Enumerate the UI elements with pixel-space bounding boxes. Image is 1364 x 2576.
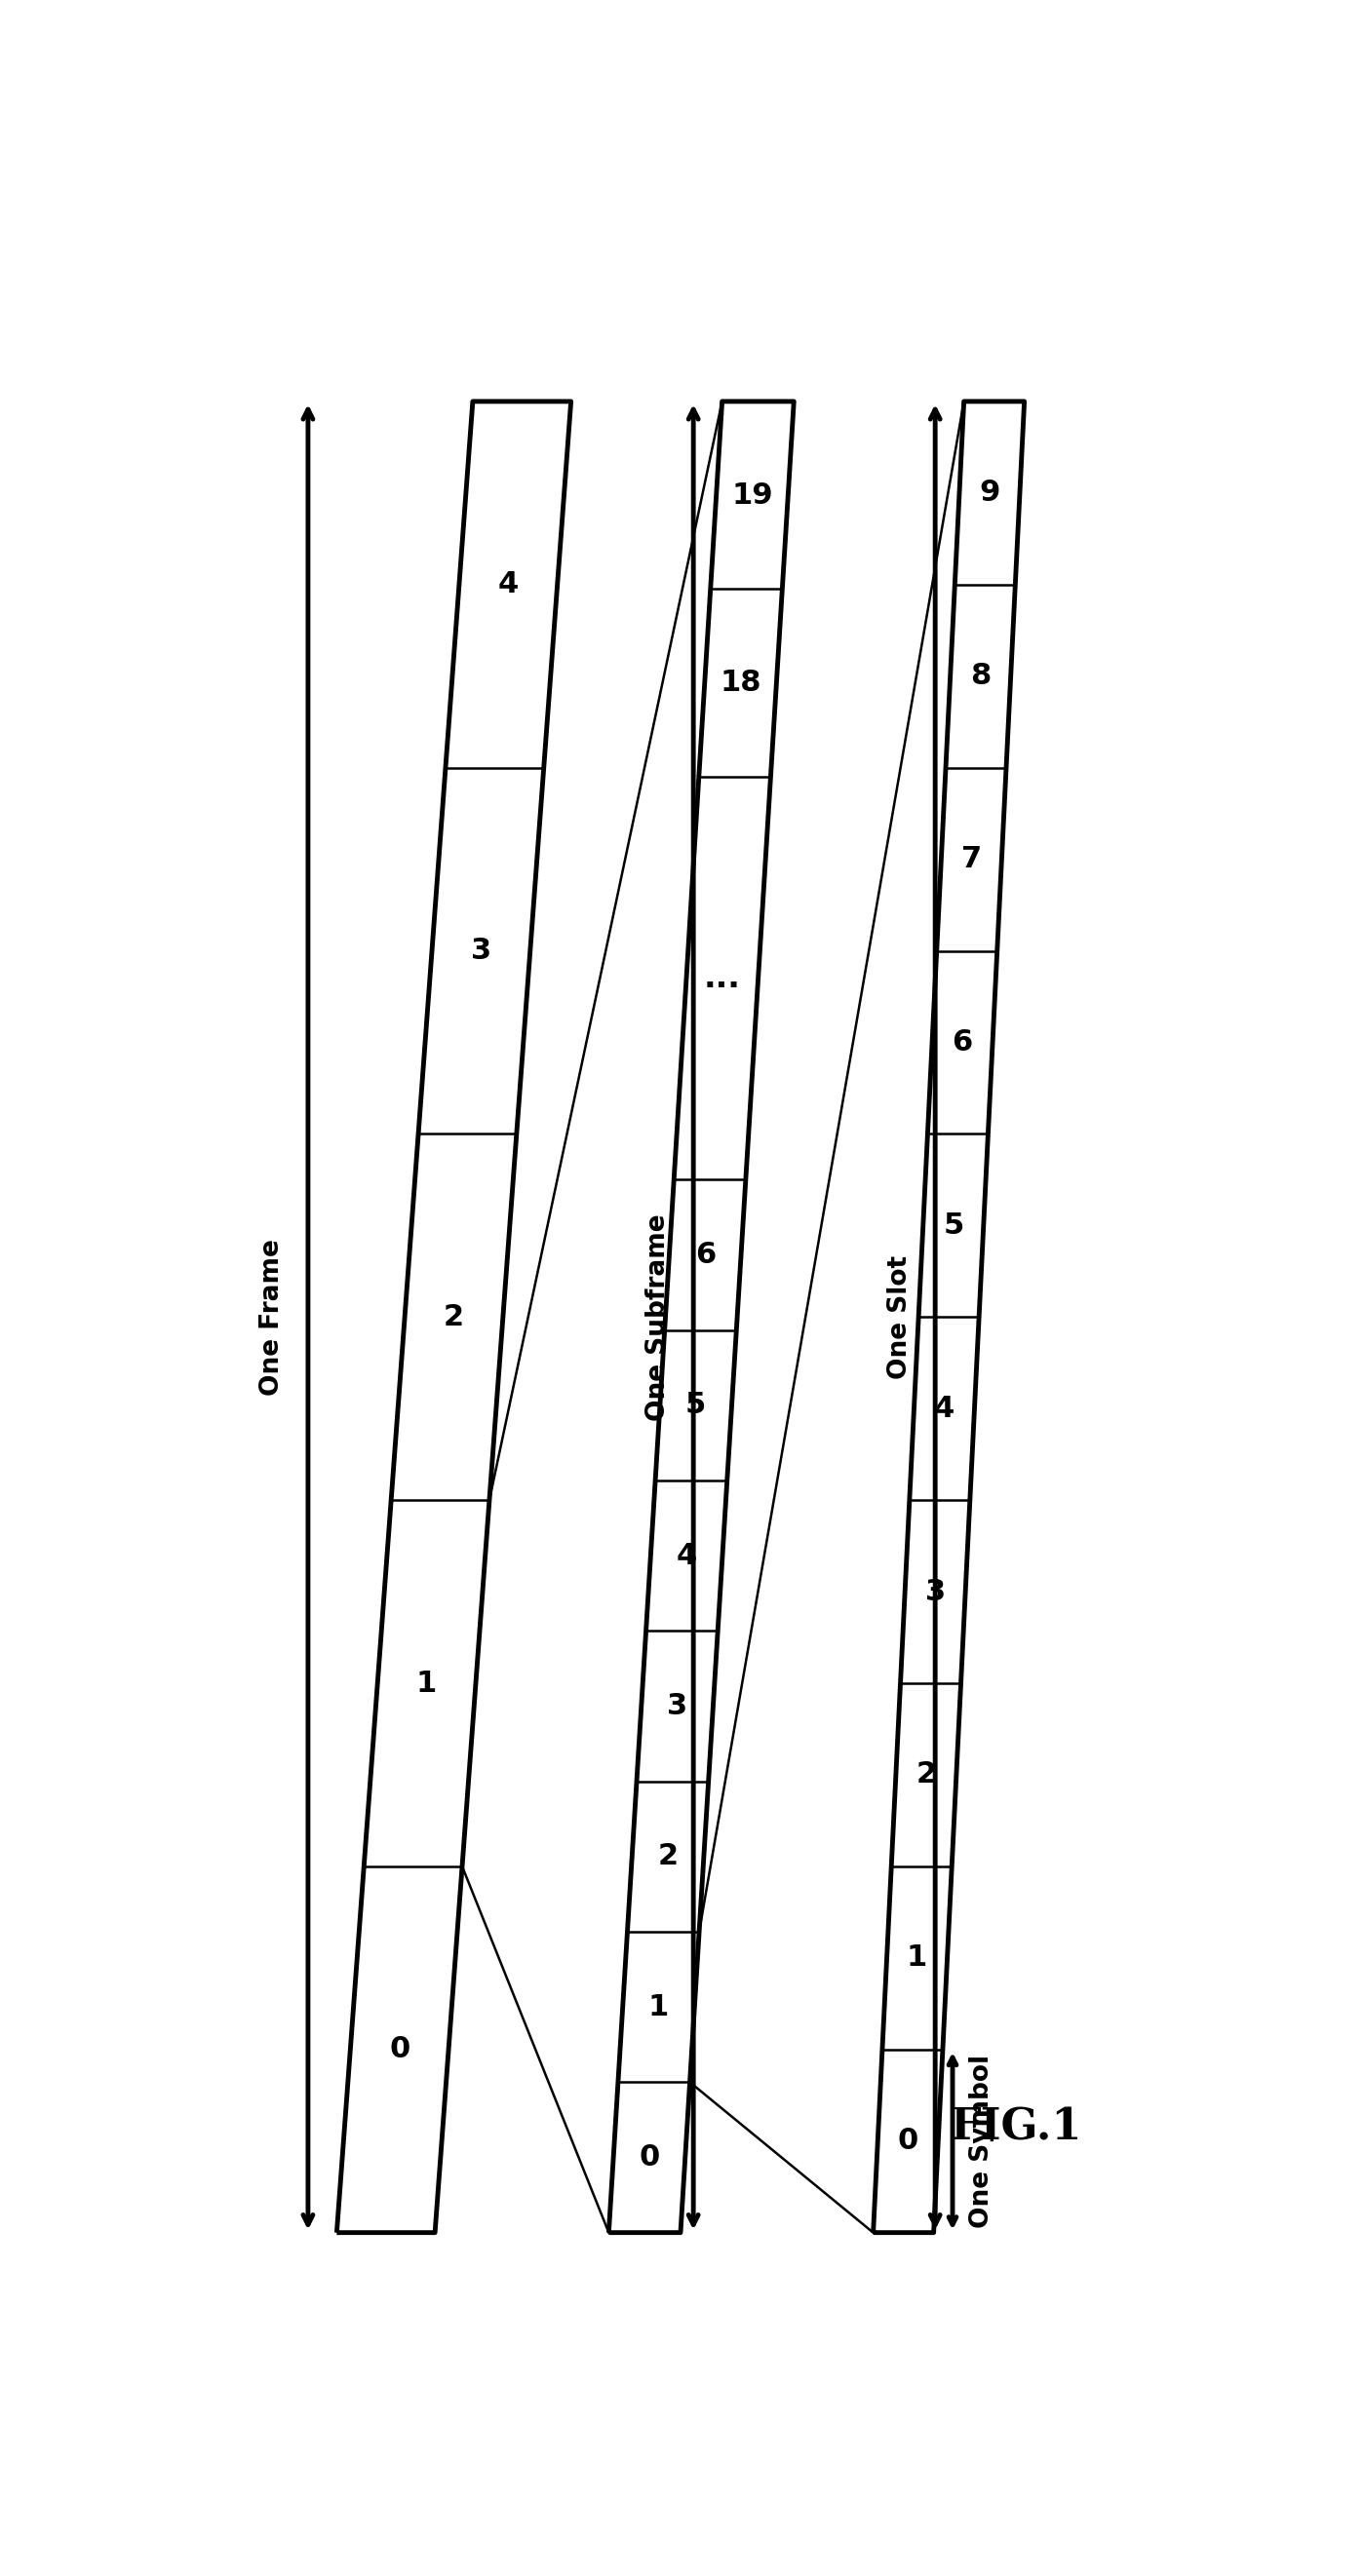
Text: 2: 2 [443,1303,464,1332]
Text: One Frame: One Frame [259,1239,285,1396]
Text: 1: 1 [416,1669,436,1698]
Text: 0: 0 [638,2143,660,2172]
Text: 2: 2 [657,1842,678,1870]
Text: 3: 3 [925,1577,945,1605]
Text: 6: 6 [952,1028,973,1056]
Text: 1: 1 [907,1945,928,1973]
Text: 7: 7 [962,845,982,873]
Text: 18: 18 [720,670,761,698]
Text: One Slot: One Slot [887,1255,913,1378]
Text: 8: 8 [970,662,990,690]
Text: 19: 19 [731,482,773,510]
Text: 6: 6 [694,1242,716,1270]
Text: 0: 0 [389,2035,409,2063]
Text: FIG.1: FIG.1 [951,2107,1083,2148]
Text: One Symbol: One Symbol [970,2053,994,2228]
Text: 2: 2 [915,1759,937,1788]
Text: 5: 5 [686,1391,707,1419]
Text: 5: 5 [943,1211,964,1239]
Text: 4: 4 [934,1394,955,1422]
Text: 9: 9 [979,479,1000,507]
Text: ...: ... [704,963,741,994]
Text: 0: 0 [898,2128,918,2156]
Text: 1: 1 [648,1994,668,2022]
Text: 3: 3 [471,938,491,966]
Text: 3: 3 [667,1692,687,1721]
Text: 4: 4 [677,1540,697,1569]
Text: 4: 4 [498,569,518,598]
Text: One Subframe: One Subframe [645,1213,671,1419]
